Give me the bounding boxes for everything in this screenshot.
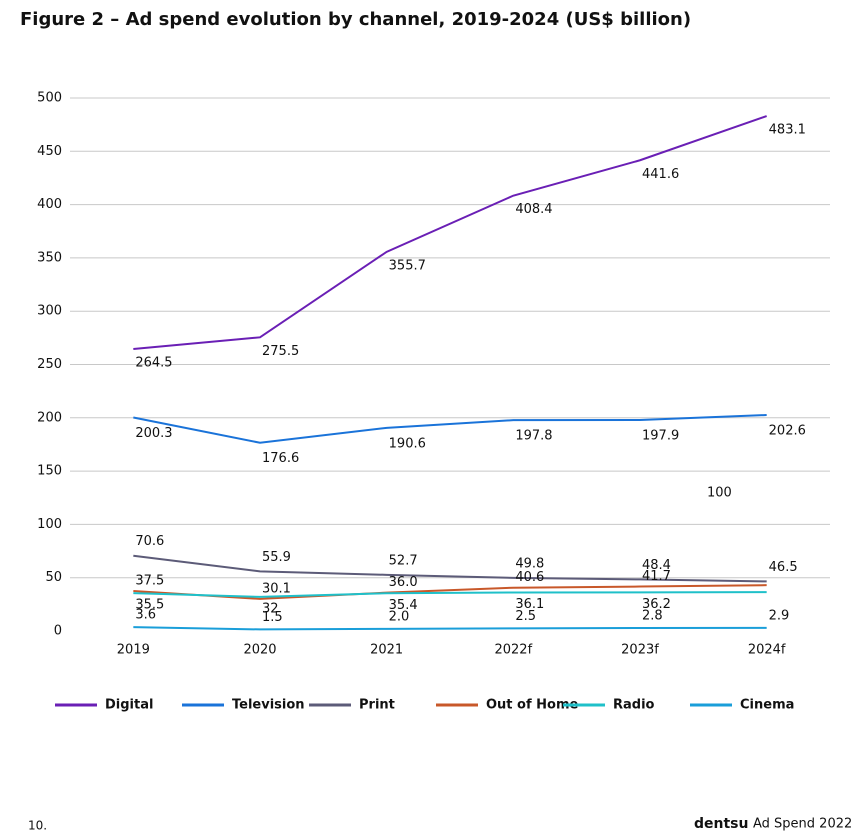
data-label: 35.4 — [389, 598, 418, 613]
data-label: 2.9 — [769, 608, 790, 623]
publication: Ad Spend 2022 — [753, 817, 852, 832]
annotation: 100 — [707, 486, 732, 501]
data-label: 36.2 — [642, 597, 671, 612]
data-label: 36.0 — [389, 575, 418, 590]
data-label: 52.7 — [389, 553, 418, 568]
chart-title: Figure 2 – Ad spend evolution by channel… — [20, 9, 691, 30]
y-tick-label: 100 — [37, 517, 62, 532]
legend-label: Digital — [105, 698, 153, 713]
data-label: 441.6 — [642, 167, 679, 182]
x-tick-label: 2021 — [370, 643, 403, 658]
data-label: 1.5 — [262, 610, 283, 625]
series-line — [133, 414, 767, 444]
x-tick-label: 2019 — [117, 643, 150, 658]
y-tick-label: 500 — [37, 91, 62, 106]
data-label: 176.6 — [262, 451, 299, 466]
series-line — [133, 554, 767, 583]
legend-label: Television — [232, 698, 305, 713]
x-tick-label: 2024f — [748, 643, 786, 658]
data-label: 30.1 — [262, 581, 291, 596]
y-tick-label: 400 — [37, 197, 62, 212]
data-label: 355.7 — [389, 258, 426, 273]
data-label: 483.1 — [769, 123, 806, 138]
y-tick-label: 0 — [54, 624, 62, 639]
data-label: 3.6 — [135, 608, 156, 623]
y-tick-label: 150 — [37, 464, 62, 479]
y-tick-label: 450 — [37, 144, 62, 159]
data-label: 275.5 — [262, 344, 299, 359]
data-label: 2.8 — [642, 609, 663, 624]
data-label: 408.4 — [515, 202, 552, 217]
data-label: 197.8 — [515, 429, 552, 444]
data-label: 49.8 — [515, 556, 544, 571]
data-label: 202.6 — [769, 424, 806, 439]
y-tick-label: 300 — [37, 304, 62, 319]
brand: dentsu — [694, 816, 748, 832]
data-label: 70.6 — [135, 534, 164, 549]
legend-label: Radio — [613, 698, 655, 713]
x-tick-label: 2023f — [621, 643, 659, 658]
data-label: 55.9 — [262, 550, 291, 565]
legend-label: Print — [359, 698, 395, 713]
series-line — [133, 115, 767, 351]
data-label: 40.6 — [515, 570, 544, 585]
series-line — [133, 584, 767, 600]
data-label: 197.9 — [642, 429, 679, 444]
page-number: 10. — [28, 819, 47, 833]
y-tick-label: 50 — [45, 570, 62, 585]
data-label: 46.5 — [769, 560, 798, 575]
data-label: 48.4 — [642, 558, 671, 573]
y-tick-label: 250 — [37, 357, 62, 372]
x-tick-label: 2022f — [494, 643, 532, 658]
data-label: 35.5 — [135, 598, 164, 613]
data-label: 32 — [262, 601, 279, 616]
data-label: 37.5 — [135, 574, 164, 589]
x-tick-label: 2020 — [243, 643, 276, 658]
data-label: 41.7 — [642, 569, 671, 584]
data-label: 190.6 — [389, 436, 426, 451]
data-label: 36.1 — [515, 597, 544, 612]
series-line — [133, 591, 767, 598]
y-tick-label: 350 — [37, 250, 62, 265]
y-tick-label: 200 — [37, 410, 62, 425]
data-label: 2.5 — [515, 609, 536, 624]
legend-label: Out of Home — [486, 698, 579, 713]
data-label: 2.0 — [389, 609, 410, 624]
data-label: 200.3 — [135, 426, 172, 441]
data-label: 264.5 — [135, 356, 172, 371]
legend-label: Cinema — [740, 698, 794, 713]
series-line — [133, 626, 767, 631]
